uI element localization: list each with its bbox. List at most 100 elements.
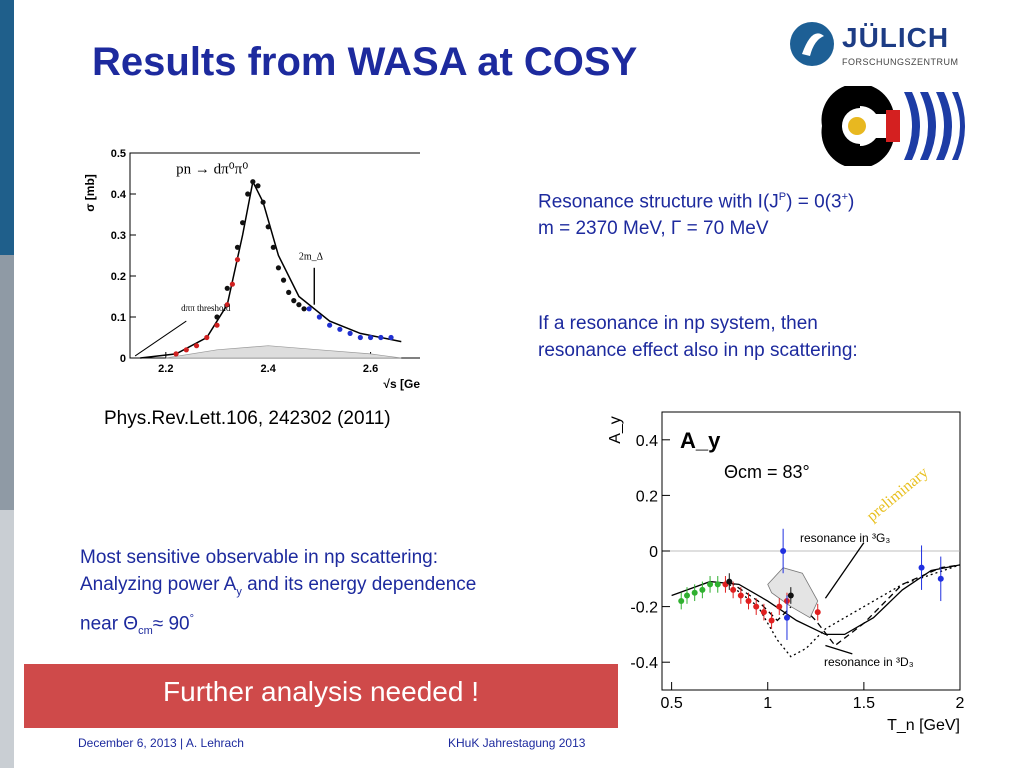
chart1-data-point [245,191,251,197]
chart2-data-point [783,614,790,621]
chart2-ytick-label: 0 [649,544,658,561]
cross-section-chart: 0 0.1 0.2 0.3 0.4 0.5 2.2 2.4 2.6 √s [GeV] σ [mb] p… [83,148,420,391]
side-strip-mid [0,255,14,510]
sensitive-line2-pre: Analyzing power A [80,574,237,595]
sensitive-line2-sub: y [236,585,242,598]
chart2-data-point [691,589,698,596]
sensitive-line1: Most sensitive observable in np scatteri… [80,547,439,568]
chart2-subtitle: Θcm = 83° [724,462,810,482]
chart1-hatched-background [165,345,402,359]
chart2-xtick-label: 0.5 [660,695,682,712]
chart2-arrow-g3 [824,542,865,599]
resonance-description: Resonance structure with I(JP) = 0(3+) m… [538,184,1008,242]
reference-citation: Phys.Rev.Lett.106, 242302 (2011) [104,408,391,429]
chart1-xtick-label: 2.2 [158,363,173,375]
logo-subtitle: FORSCHUNGSZENTRUM [842,57,959,67]
chart2-ytick-label: 0.4 [636,433,658,450]
np-line1: If a resonance in np system, then [538,313,818,334]
chart1-data-point [240,220,246,226]
julich-logo [786,16,986,76]
chart1-data-point [204,334,210,341]
resonance-line1-sup2: + [841,191,848,203]
chart1-data-point [316,314,322,320]
chart2-ytick-label: -0.2 [630,600,658,617]
chart2-ylabel: A_y [607,416,624,444]
resonance-line1-end: ) [848,191,855,213]
resonance-line1-post: ) = 0(3 [786,191,842,213]
chart1-ytick-label: 0.5 [111,148,126,160]
chart1-data-point [229,281,235,287]
chart2-xtick-label: 1.5 [853,695,875,712]
chart2-annotation-g3: resonance in ³G₃ [800,531,890,545]
chart1-data-point [214,314,220,320]
chart1-data-point [306,306,312,312]
sensitive-line3-sup: ° [189,612,195,625]
chart2-data-point [937,575,944,582]
chart2-data-point [918,564,925,571]
chart2-data-point [753,603,760,610]
chart1-data-point [275,265,282,271]
chart1-data-point [270,244,276,250]
chart2-data-point [814,609,821,616]
chart1-data-point [183,347,189,353]
chart2-data-point [768,617,775,624]
chart2-xtick-label: 1 [763,695,772,712]
chart1-ytick-label: 0.4 [111,189,127,201]
analyzing-power-chart: -0.4-0.200.20.40.5 1 1.5 2T_n [GeV]A_y A_yΘc… [607,411,965,734]
chart1-data-point [357,334,363,341]
chart1-data-point [173,351,179,357]
chart2-data-point [726,578,733,585]
chart2-data-point [678,598,685,605]
resonance-line1-sup: P [778,191,787,203]
chart2-data-point [776,603,783,610]
chart1-data-point [367,334,374,341]
sensitive-line3-sub: cm [138,624,153,637]
chart2-curve-dotted [728,564,961,658]
chart2-hatched-region [767,567,819,619]
logo-wordmark: JÜLICH [842,22,950,53]
chart2-data-point [745,598,752,605]
resonance-line1-pre: Resonance structure with I(J [538,191,779,213]
chart2-data-point [714,581,721,588]
chart2-arrow-d3 [825,644,853,655]
sensitive-line2-post: and its energy dependence [241,574,477,595]
chart1-data-point [388,334,394,341]
chart1-data-point [286,289,292,295]
chart2-xlabel: T_n [GeV] [887,717,960,734]
chart2-data-point [730,586,737,593]
chart1-data-point [214,322,220,328]
chart1-ylabel: σ [mb] [83,174,97,212]
julich-emblem-icon [790,22,834,66]
footer-event: KHuK Jahrestagung 2013 [448,736,586,750]
chart1-annotation-reaction: pn → dπ⁰π⁰ [176,162,248,178]
chart1-data-point [337,326,343,332]
chart2-ytick-label: -0.4 [630,655,658,672]
chart1-data-point [224,285,230,291]
chart1-data-point [224,302,230,308]
chart1-ytick-label: 0.3 [111,230,126,242]
side-strip-gray [0,510,14,768]
chart2-data-point [707,581,714,588]
footer-date-author: December 6, 2013 | A. Lehrach [78,736,244,750]
chart2-data-point [780,548,787,554]
side-strip-dark [0,0,14,255]
chart1-fit-curve [140,179,402,359]
banner-text: Further analysis needed ! [163,676,479,707]
chart1-data-point [347,330,353,336]
chart1-data-point [234,244,241,250]
chart1-data-point [296,302,302,308]
chart2-ytick-label: 0.2 [636,488,658,505]
chart1-annotation-threshold: dππ threshold [181,303,231,313]
sensitive-line3-post: ≈ 90 [152,613,190,635]
chart1-ytick-label: 0.1 [111,312,126,324]
chart2-data-point [737,592,744,599]
chart1-xtick-label: 2.6 [363,363,378,375]
chart1-data-point [260,199,266,205]
chart1-data-point [291,298,297,304]
chart1-frame [129,152,420,359]
chart1-data-point [193,343,200,349]
chart2-xtick-label: 2 [956,695,965,712]
chart1-ytick-label: 0 [120,353,126,365]
chart1-data-point [280,277,287,283]
chart1-data-point [265,224,271,230]
